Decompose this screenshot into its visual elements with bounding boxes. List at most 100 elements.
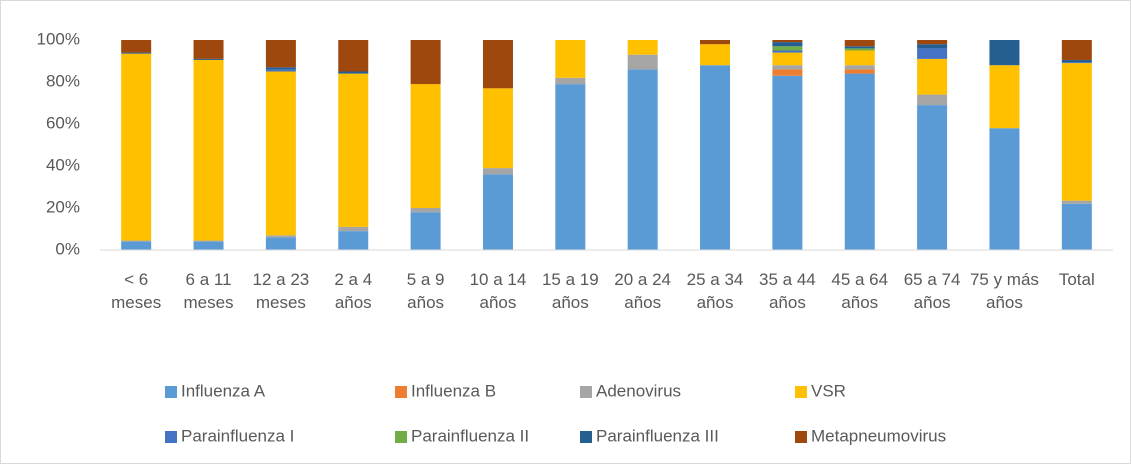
x-tick-label: 35 a 44 años [759,270,816,312]
bar-segment [772,46,803,51]
bar-segment [193,40,224,59]
bar-segment [482,40,513,89]
bar-segment [265,71,296,236]
legend-label: Parainfluenza III [596,426,719,445]
bar-segment [265,237,296,250]
bar-segment [410,212,441,250]
bar-segment [265,67,296,70]
bar-segment [772,52,803,66]
bar-segment [700,40,731,45]
x-tick-label: 25 a 34 años [686,270,744,312]
bar-segment [844,48,875,51]
bar-segment [1061,62,1092,64]
bar-segment [1061,40,1092,60]
bar-segment [772,75,803,250]
bar-segment [482,174,513,250]
bar-segment [1061,203,1092,250]
legend-swatch [165,386,177,398]
bar-segment [265,69,296,72]
bar-segment [410,208,441,213]
bar-segment [917,44,948,49]
bar-segment [121,240,152,242]
bar-segment [410,84,441,208]
y-tick-label: 20% [46,197,80,216]
bar-segment [338,71,369,74]
legend-swatch [580,431,592,443]
legend-swatch [395,431,407,443]
bar-segment [338,231,369,250]
bar-segment [917,48,948,59]
bar-segment [772,69,803,76]
x-tick-label: Total [1058,270,1095,289]
x-tick-label: < 6 meses [111,270,162,312]
bar-segment [844,69,875,74]
bar-segment [844,50,875,66]
bar-segment [917,105,948,250]
bar-segment [482,168,513,175]
y-tick-label: 0% [55,239,80,258]
bar-segment [555,40,586,78]
bar-segment [772,65,803,70]
legend-label: Metapneumovirus [811,426,946,445]
bar-segment [917,94,948,106]
bar-segment [627,40,658,55]
bar-segment [121,52,152,54]
bar-segment [482,88,513,169]
legend-label: Influenza A [181,381,266,400]
bar-segment [917,58,948,95]
bar-segment [265,235,296,238]
y-tick-label: 60% [46,113,80,132]
bar-segment [844,73,875,250]
y-tick-label: 80% [46,71,80,90]
bar-segment [989,65,1020,129]
y-tick-label: 40% [46,155,80,174]
bar-segment [121,241,152,250]
bar-segment [121,40,152,53]
bar-segment [193,240,224,242]
bar-segment [410,40,441,85]
bar-segment [1061,200,1092,204]
legend-swatch [795,386,807,398]
legend-label: Parainfluenza I [181,426,294,445]
legend-label: VSR [811,381,846,400]
x-tick-label: 2 a 4 años [334,270,373,312]
legend-swatch [795,431,807,443]
bar-segment [1061,59,1092,63]
legend-label: Parainfluenza II [411,426,529,445]
bar-segment [555,84,586,250]
bar-segment [193,58,224,60]
bar-segment [989,40,1020,66]
bar-segment [772,40,803,43]
bar-segment [844,40,875,47]
bar-segment [265,40,296,68]
bar-segment [989,128,1020,250]
bar-segment [627,69,658,251]
x-tick-label: 75 y más años [969,270,1039,312]
bar-segment [193,241,224,250]
legend-swatch [395,386,407,398]
bar-segment [844,46,875,49]
bar-segment [700,65,731,250]
bar-segment [555,77,586,85]
bar-segment [338,226,369,232]
bar-segment [627,54,658,70]
x-tick-label: 20 a 24 años [614,270,672,312]
x-tick-label: 45 a 64 años [831,270,889,312]
x-tick-label: 10 a 14 años [469,270,527,312]
y-tick-label: 100% [37,29,80,48]
bar-segment [121,53,152,241]
bar-segment [772,42,803,47]
bar-segment [772,50,803,53]
bar-segment [844,65,875,70]
legend-label: Adenovirus [596,381,681,400]
bar-segment [338,40,369,72]
legend-swatch [165,431,177,443]
bar-segment [917,40,948,45]
x-tick-label: 6 a 11 meses [183,270,234,312]
bar-segment [193,59,224,241]
x-tick-label: 12 a 23 meses [252,270,310,312]
bar-segment [700,44,731,66]
legend-label: Influenza B [411,381,496,400]
x-tick-label: 5 a 9 años [406,270,445,312]
